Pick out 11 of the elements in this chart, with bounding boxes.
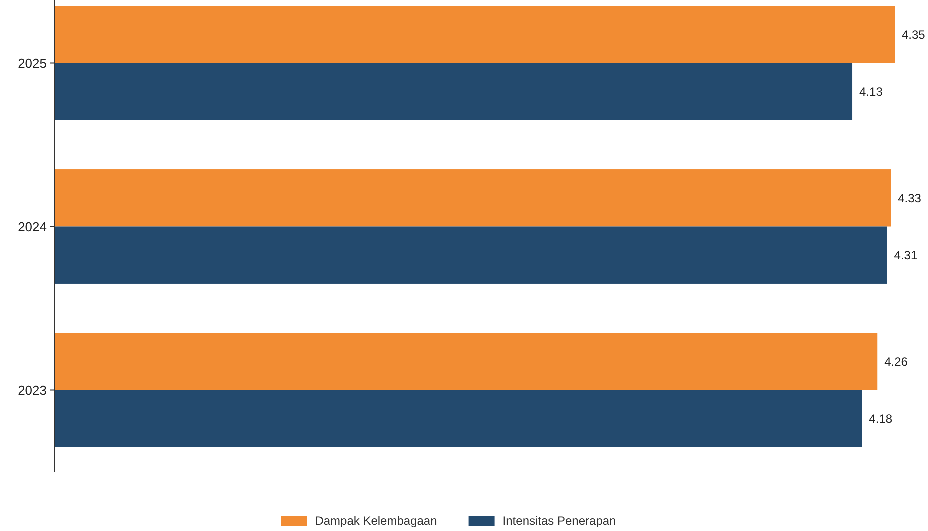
y-tick-label: 2025 xyxy=(18,56,47,71)
y-tick-label: 2023 xyxy=(18,382,47,398)
data-label: 4.31 xyxy=(894,248,918,263)
y-tick-label: 2024 xyxy=(18,219,47,234)
data-label: 4.18 xyxy=(869,412,893,426)
data-label: 4.26 xyxy=(884,354,908,369)
legend-label: Intensitas Penerapan xyxy=(502,514,616,528)
legend-label: Dampak Kelembagaan xyxy=(315,514,438,528)
data-label: 4.13 xyxy=(860,85,884,100)
data-label: 4.33 xyxy=(898,191,922,206)
data-label: 4.35 xyxy=(902,28,926,42)
